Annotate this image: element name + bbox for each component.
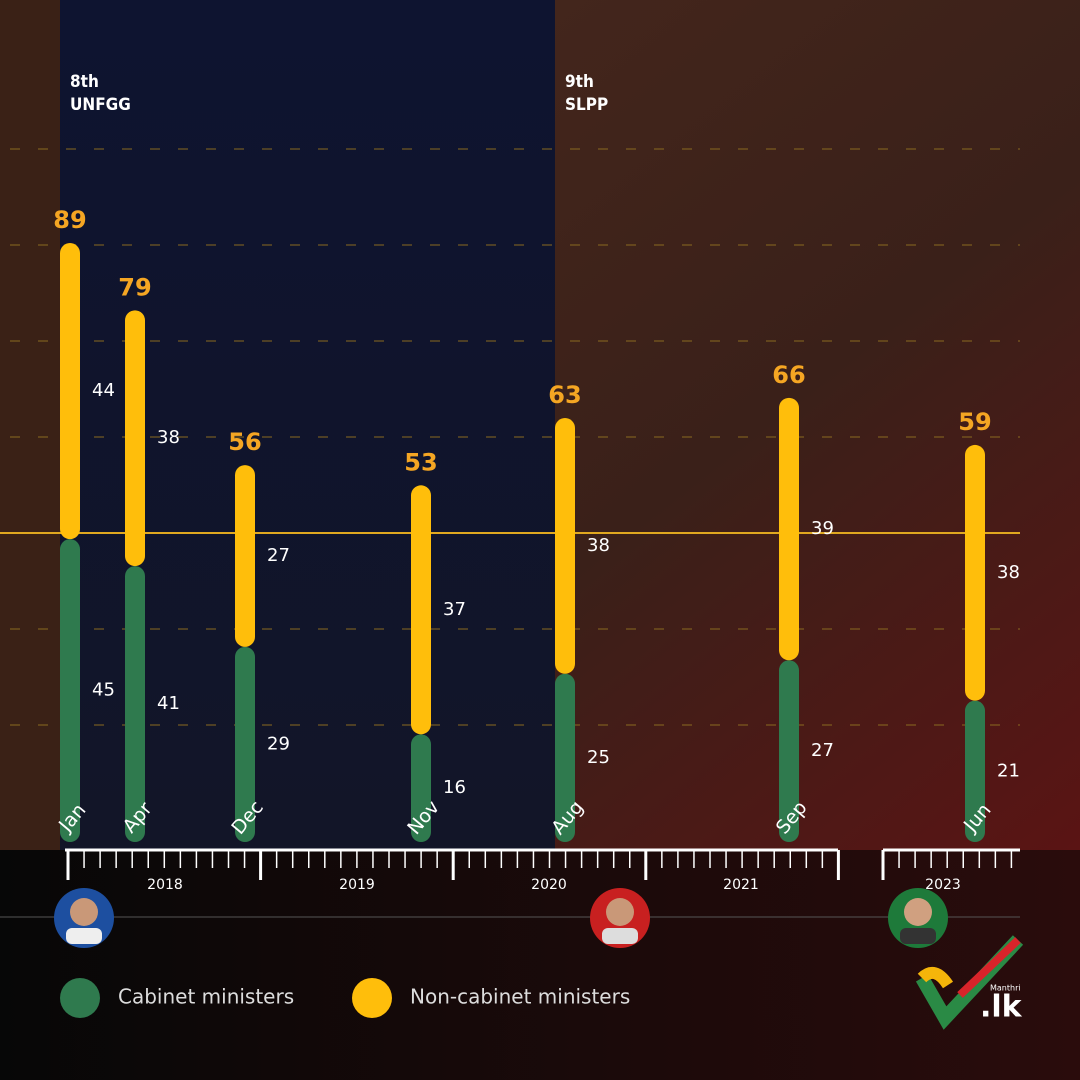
year-label: 2019 [339, 877, 375, 893]
bar-segment [779, 397, 799, 661]
total-label: 59 [958, 408, 991, 436]
total-label: 56 [228, 428, 261, 456]
bar-segment [779, 660, 799, 842]
bar-segment [555, 418, 575, 674]
bar-segment [411, 485, 431, 735]
bar-segment [60, 243, 80, 540]
bar-segment [555, 673, 575, 842]
segment-label: 27 [811, 740, 834, 761]
segment-label: 39 [811, 518, 834, 539]
legend-label: Non-cabinet ministers [410, 985, 630, 1009]
segment-label: 45 [92, 680, 115, 701]
segment-label: 38 [587, 535, 610, 556]
parliament-party: SLPP [565, 95, 608, 115]
total-label: 63 [548, 381, 581, 409]
portraits [54, 888, 948, 948]
legend-swatch [60, 978, 100, 1018]
legend-label: Cabinet ministers [118, 985, 294, 1009]
segment-label: 38 [157, 427, 180, 448]
segment-label: 27 [267, 545, 290, 566]
total-label: 79 [118, 273, 151, 301]
segment-label: 38 [997, 562, 1020, 583]
grid [10, 148, 1020, 726]
total-label: 53 [404, 448, 437, 476]
bar-segment [60, 539, 80, 842]
segment-label: 37 [443, 599, 466, 620]
legend-swatch [352, 978, 392, 1018]
parliament-labels: 8th UNFGG 9th SLPP [70, 72, 608, 115]
total-label: 66 [772, 361, 805, 389]
segment-label: 29 [267, 733, 290, 754]
bar-segment [235, 465, 255, 647]
segment-label: 41 [157, 693, 180, 714]
year-label: 2020 [531, 877, 567, 893]
year-label: 2018 [147, 877, 183, 893]
segment-label: 44 [92, 380, 115, 401]
bar-segment [235, 646, 255, 842]
segment-label: 16 [443, 777, 466, 798]
bar-segment [125, 310, 145, 567]
segment-label: 25 [587, 747, 610, 768]
bar-segment [965, 444, 985, 701]
logo-small: Manthri [990, 984, 1021, 993]
year-label: 2023 [925, 877, 961, 893]
parliament-number: 9th [565, 72, 594, 92]
total-label: 89 [53, 206, 86, 234]
parliament-number: 8th [70, 72, 99, 92]
bar-segment [965, 700, 985, 842]
bar-segment [125, 566, 145, 842]
logo-big: .lk [980, 990, 1023, 1025]
background [0, 850, 1080, 1080]
background [0, 0, 60, 850]
segment-label: 21 [997, 760, 1020, 781]
parliament-party: UNFGG [70, 95, 131, 115]
logo: Manthri .lk [915, 935, 1024, 1030]
year-label: 2021 [723, 877, 759, 893]
bar-segment [411, 734, 431, 842]
